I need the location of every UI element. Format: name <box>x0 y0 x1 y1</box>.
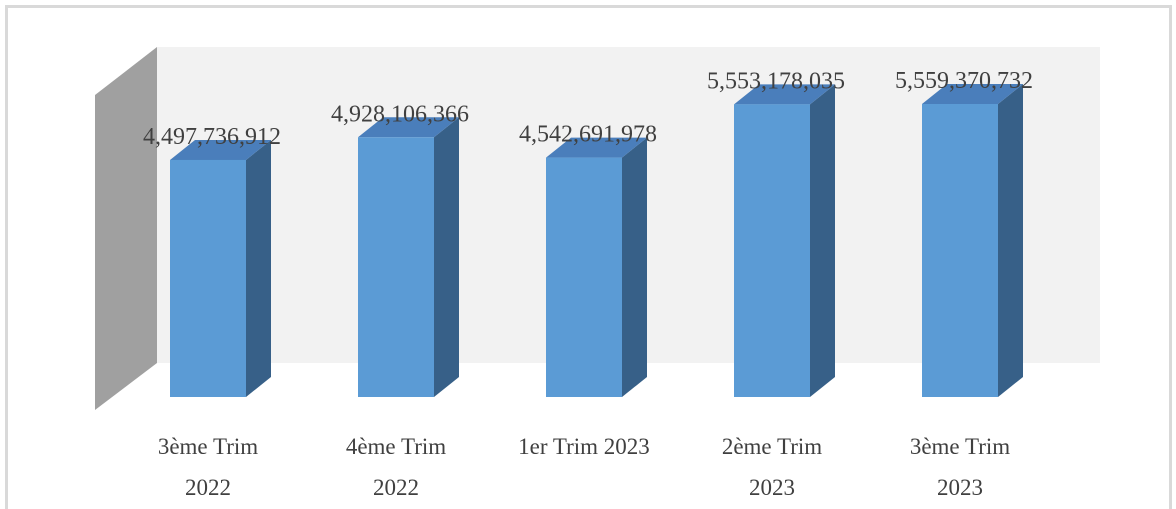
bar-front <box>546 157 622 397</box>
x-tick-label: 2ème Trim 2023 <box>721 434 823 500</box>
side-wall <box>95 47 157 410</box>
bar-side <box>998 84 1023 397</box>
bar <box>358 117 459 398</box>
bar-front <box>170 159 246 397</box>
data-label: 4,928,106,366 <box>331 101 469 127</box>
bar <box>734 84 835 397</box>
bar-top <box>546 137 647 158</box>
x-tick-label: 4ème Trim 2022 <box>345 434 447 500</box>
data-label: 4,497,736,912 <box>143 124 281 150</box>
bar <box>922 84 1023 397</box>
bar-side <box>246 139 271 397</box>
x-tick-label: 3ème Trim 2023 <box>909 434 1011 500</box>
bar-front <box>922 104 998 397</box>
x-tick-label: 1er Trim 2023 <box>518 434 650 459</box>
bar <box>170 139 271 397</box>
bar-front <box>358 137 434 398</box>
data-label: 5,559,370,732 <box>895 68 1033 94</box>
data-label: 5,553,178,035 <box>707 68 845 94</box>
frame <box>5 5 1172 509</box>
bar-side <box>434 117 459 398</box>
bar-top <box>734 84 835 105</box>
data-label: 4,542,691,978 <box>519 122 657 148</box>
bar-front <box>734 104 810 397</box>
bar-top <box>922 84 1023 104</box>
bar-side <box>810 84 835 397</box>
x-tick-label: 3ème Trim 2022 <box>157 434 259 500</box>
bar-side <box>622 137 647 398</box>
bar-top <box>358 117 459 138</box>
bar-top <box>170 139 271 160</box>
bar <box>546 137 647 398</box>
